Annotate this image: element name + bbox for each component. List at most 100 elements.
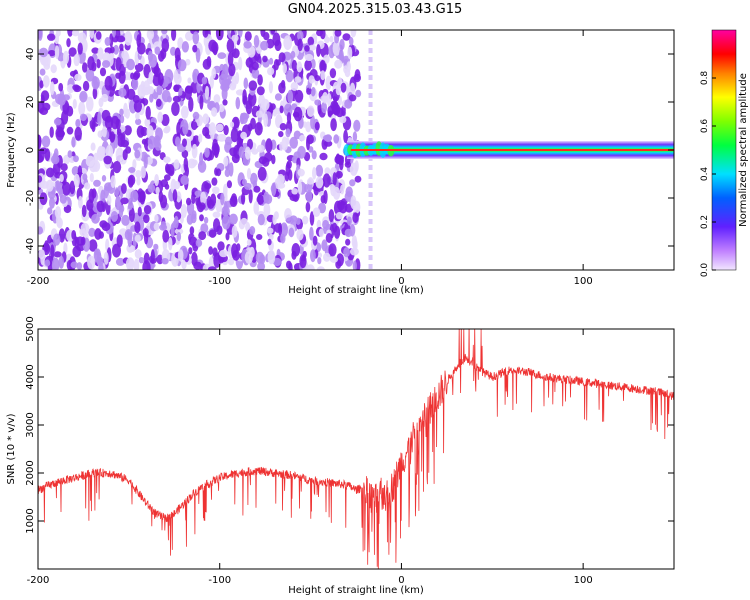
spectrogram-noise-blob: [176, 121, 182, 137]
spectrogram-noise-blob: [49, 126, 54, 138]
spectrogram-noise-blob: [322, 173, 331, 188]
spectrogram-noise-blob: [244, 146, 251, 160]
spectrogram-noise-blob: [132, 159, 137, 170]
spectrogram-noise-blob: [312, 235, 318, 246]
spectrogram-x-tick-label: 0: [398, 276, 404, 287]
spectrogram-noise-blob: [310, 249, 316, 263]
spectrogram-noise-blob: [97, 130, 103, 138]
spectrogram-noise-blob: [268, 233, 274, 241]
spectrogram-noise-blob: [299, 254, 307, 269]
spectrogram-noise-blob: [213, 218, 221, 233]
spectrogram-noise-blob: [188, 96, 194, 112]
spectrogram-noise-blob: [118, 205, 124, 218]
spectrogram-noise-blob: [143, 205, 152, 215]
spectrogram-noise-blob: [235, 89, 245, 96]
spectrogram-noise-blob: [204, 147, 210, 158]
spectrogram-noise-blob: [143, 214, 150, 224]
spectrogram-noise-streak: [368, 30, 373, 35]
spectrogram-noise-blob: [172, 95, 181, 103]
spectrogram-noise-blob: [248, 189, 253, 204]
spectrogram-noise-blob: [220, 192, 225, 206]
spectrogram-noise-blob: [109, 46, 115, 54]
spectrogram-noise-blob: [98, 263, 104, 270]
spectrogram-noise-blob: [290, 81, 299, 91]
spectrogram-noise-blob: [137, 206, 142, 217]
spectrogram-noise-blob: [251, 61, 259, 71]
spectrogram-noise-blob: [318, 228, 324, 238]
spectrogram-noise-blob: [101, 93, 109, 103]
spectrogram-noise-blob: [90, 142, 96, 151]
spectrogram-noise-blob: [84, 182, 91, 190]
spectrogram-noise-blob: [308, 75, 315, 84]
spectrogram-noise-blob: [166, 95, 172, 103]
spectrogram-noise-streak: [368, 246, 373, 251]
spectrogram-noise-blob: [178, 89, 183, 96]
spectrogram-noise-blob: [235, 96, 241, 110]
spectrogram-noise-blob: [321, 239, 328, 252]
spectrogram-noise-blob: [112, 30, 116, 38]
spectrogram-noise-blob: [342, 33, 351, 41]
spectrogram-noise-blob: [278, 131, 284, 138]
spectrogram-noise-blob: [59, 174, 64, 183]
spectrogram-noise-blob: [153, 222, 160, 231]
snr-x-tick-label: -200: [27, 575, 50, 586]
spectrogram-noise-blob: [114, 187, 120, 198]
snr-x-tick-label: -100: [208, 575, 231, 586]
colorbar-ticks: 0.0 0.2 0.4 0.6 0.8: [700, 71, 716, 277]
spectrogram-x-tick-label: 100: [574, 276, 593, 287]
spectrogram-noise-streak: [368, 255, 373, 260]
spectrogram-noise-blob: [162, 229, 170, 243]
spectrogram-noise-blob: [204, 183, 212, 190]
spectrogram-noise-blob: [176, 231, 182, 242]
spectrogram-noise-blob: [325, 75, 332, 91]
spectrogram-noise-blob: [240, 131, 248, 140]
spectrogram-noise-blob: [181, 41, 189, 53]
spectrogram-noise-blob: [157, 111, 163, 123]
spectrogram-noise-blob: [101, 126, 107, 138]
spectrogram-noise-blob: [39, 107, 49, 115]
spectrogram-noise-blob: [354, 175, 362, 183]
spectrogram-noise-blob: [229, 82, 237, 91]
spectrogram-noise-streak: [368, 120, 373, 125]
spectrogram-noise-blob: [316, 44, 321, 57]
spectrogram-noise-blob: [58, 187, 64, 198]
snr-frame: [37, 328, 675, 570]
spectrogram-noise-blob: [144, 117, 151, 127]
spectrogram-noise-blob: [118, 87, 127, 98]
spectrogram-noise-blob: [286, 112, 292, 124]
spectrogram-noise-blob: [148, 71, 154, 83]
spectrogram-noise-streak: [368, 138, 373, 143]
spectrogram-noise-blob: [312, 207, 321, 217]
spectrogram-noise-blob: [134, 249, 142, 259]
snr-y-tick-label: 5000: [25, 316, 36, 341]
snr-x-ticks: -200 -100 0 100: [27, 329, 593, 586]
spectrogram-noise-blob: [294, 89, 304, 103]
spectrogram-noise-blob: [47, 33, 56, 41]
spectrogram-noise-blob: [306, 105, 315, 117]
spectrogram-noise-blob: [177, 59, 187, 72]
spectrogram-noise-blob: [201, 76, 208, 85]
spectrogram-noise-blob: [291, 188, 299, 195]
spectrogram-noise-streak: [368, 93, 373, 98]
spectrogram-noise-blob: [123, 125, 132, 136]
spectrogram-noise-blob: [211, 67, 216, 79]
colorbar-tick-label: 0.4: [700, 167, 710, 182]
spectrogram-noise-blob: [348, 94, 357, 102]
spectrogram-noise-blob: [62, 50, 70, 65]
spectrogram-noise-blob: [189, 226, 195, 235]
spectrogram-noise-blob: [255, 251, 264, 264]
spectrogram-noise-blob: [311, 58, 316, 70]
spectrogram-noise-blob: [136, 176, 141, 186]
spectrogram-noise-blob: [242, 178, 247, 186]
spectrogram-noise-blob: [135, 118, 142, 126]
spectrogram-noise-blob: [251, 148, 259, 155]
spectrogram-noise-blob: [305, 201, 311, 213]
spectrogram-noise-blob: [182, 122, 189, 135]
spectrogram-noise-blob: [181, 149, 189, 159]
spectrogram-noise-blob: [350, 195, 357, 210]
spectrogram-noise-blob: [191, 159, 198, 166]
spectrogram-noise-blob: [73, 155, 79, 163]
spectrogram-noise-blob: [88, 227, 96, 237]
spectrogram-noise-blob: [94, 228, 102, 240]
